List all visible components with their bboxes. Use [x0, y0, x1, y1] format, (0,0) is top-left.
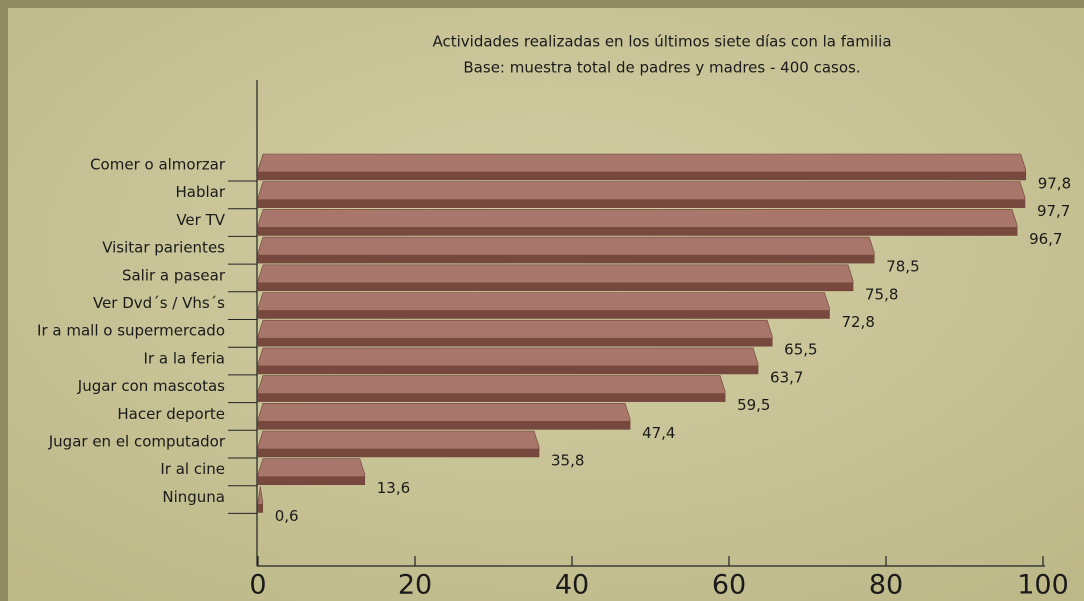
y-tick-label: Ir a la feria [144, 349, 225, 367]
value-label: 13,6 [377, 479, 410, 497]
value-label: 0,6 [275, 507, 299, 525]
y-tick-label: Hacer deporte [117, 405, 225, 423]
bar-shadow [258, 476, 365, 485]
y-tick-label: Ver TV [176, 211, 225, 229]
value-label: 63,7 [770, 368, 803, 386]
value-label: 75,8 [865, 285, 898, 303]
x-tick-label: 0 [249, 570, 266, 601]
y-tick-label: Ver Dvd´s / Vhs´s [93, 294, 225, 312]
value-label: 97,7 [1037, 202, 1070, 220]
bar-shadow [258, 448, 540, 457]
bar-shadow [258, 393, 726, 402]
y-tick-label: Ir a mall o supermercado [37, 322, 225, 340]
y-tick-label: Jugar en el computador [48, 433, 226, 451]
chart-subtitle: Base: muestra total de padres y madres -… [463, 59, 860, 77]
bar-shadow [258, 199, 1025, 208]
x-tick-label: 40 [555, 570, 589, 601]
value-label: 65,5 [784, 341, 817, 359]
bar-shadow [258, 254, 875, 264]
value-label: 47,4 [642, 424, 675, 442]
chart-title: Actividades realizadas en los últimos si… [432, 33, 891, 51]
y-tick-label: Hablar [175, 183, 225, 201]
bar-shadow [258, 171, 1026, 180]
x-tick-label: 100 [1017, 570, 1069, 601]
value-label: 96,7 [1029, 230, 1062, 248]
y-tick-label: Ninguna [162, 488, 225, 506]
x-tick-label: 20 [398, 570, 432, 601]
x-tick-label: 80 [869, 570, 903, 601]
y-tick-label: Jugar con mascotas [77, 377, 225, 395]
bar-shadow [258, 310, 830, 319]
bar-shadow [258, 365, 759, 374]
value-label: 97,8 [1038, 175, 1071, 193]
value-label: 35,8 [551, 452, 584, 470]
y-tick-label: Visitar parientes [102, 239, 225, 257]
y-tick-label: Ir al cine [160, 460, 225, 478]
value-label: 59,5 [737, 396, 770, 414]
y-tick-label: Comer o almorzar [90, 156, 226, 174]
value-label: 72,8 [841, 313, 874, 331]
bar-shadow [258, 282, 854, 291]
bar-shadow [258, 420, 631, 430]
bar-shadow [258, 504, 263, 513]
bar-shadow [258, 227, 1018, 236]
value-label: 78,5 [886, 258, 919, 276]
x-tick-label: 60 [712, 570, 746, 601]
y-tick-label: Salir a pasear [122, 266, 226, 284]
bar-shadow [258, 337, 773, 347]
